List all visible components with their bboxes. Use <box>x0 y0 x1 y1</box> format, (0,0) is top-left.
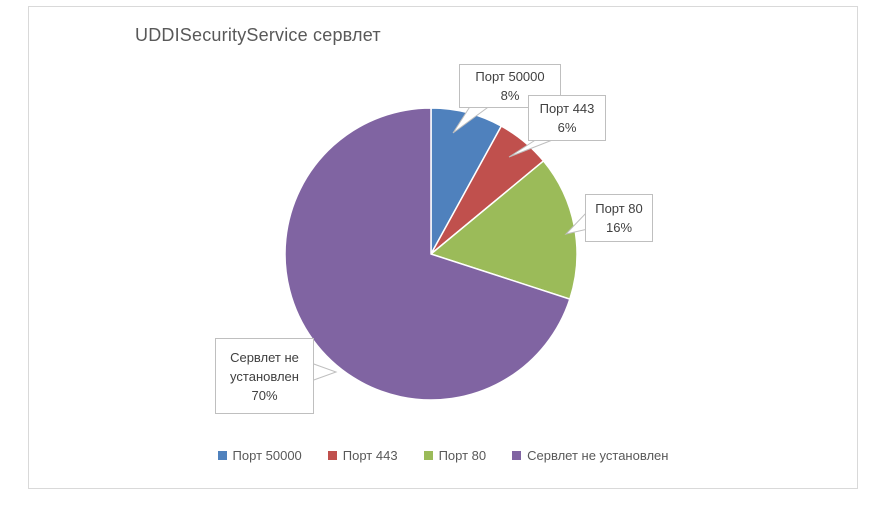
legend-marker-icon <box>512 451 522 460</box>
data-label-percent: 16% <box>605 220 633 235</box>
pie-chart-svg <box>284 104 589 401</box>
data-label-category: Порт 443 <box>539 101 595 116</box>
legend-label: Сервлет не установлен <box>527 448 669 463</box>
data-label-percent: 6% <box>557 120 577 135</box>
legend-item-port50000: Порт 50000 <box>217 448 302 463</box>
legend-marker-icon <box>327 451 337 460</box>
data-label-percent: 70% <box>251 387 278 403</box>
legend-label: Порт 443 <box>342 448 398 463</box>
legend-item-port443: Порт 443 <box>327 448 398 463</box>
data-label-servlet-not-installed: Сервлет не установлен 70% <box>215 338 314 414</box>
legend-marker-icon <box>423 451 433 460</box>
legend-item-servlet-not-installed: Сервлет не установлен <box>512 448 668 463</box>
data-label-port443: Порт 443 6% <box>528 95 606 141</box>
data-label-percent: 8% <box>500 88 520 103</box>
legend-label: Порт 80 <box>438 448 487 463</box>
legend-label: Порт 50000 <box>232 448 302 463</box>
data-label-category: Порт 80 <box>595 201 643 216</box>
callout-pointer-servlet <box>310 362 338 382</box>
pie-slices-group <box>284 107 578 401</box>
legend-item-port80: Порт 80 <box>423 448 487 463</box>
data-label-category: Порт 50000 <box>475 69 545 84</box>
legend-marker-icon <box>217 451 227 460</box>
chart-title: UDDISecurityService сервлет <box>135 25 381 45</box>
data-label-category: Сервлет не установлен <box>230 349 299 384</box>
chart-area: UDDISecurityService сервлет Порт 50000 8… <box>28 6 858 489</box>
legend: Порт 50000 Порт 443 Порт 80 Сервлет не у… <box>29 448 857 463</box>
data-label-port80: Порт 80 16% <box>585 194 653 242</box>
